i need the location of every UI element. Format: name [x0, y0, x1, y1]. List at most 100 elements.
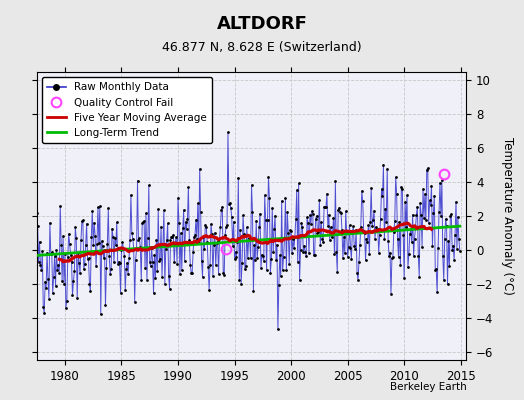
Point	[156, 255, 165, 262]
Point	[217, 206, 225, 213]
Point	[63, 298, 71, 304]
Point	[297, 220, 305, 227]
Point	[74, 250, 82, 256]
Point	[415, 274, 423, 280]
Point	[250, 242, 258, 248]
Point	[184, 184, 193, 190]
Point	[310, 252, 319, 258]
Point	[454, 214, 462, 220]
Point	[436, 213, 445, 220]
Point	[333, 268, 342, 275]
Point	[119, 245, 127, 251]
Point	[294, 180, 303, 186]
Point	[86, 288, 94, 294]
Point	[212, 262, 220, 268]
Point	[140, 218, 148, 224]
Point	[114, 260, 122, 267]
Point	[68, 292, 77, 299]
Point	[69, 278, 78, 284]
Point	[80, 266, 88, 272]
Point	[362, 236, 370, 242]
Point	[396, 262, 405, 268]
Point	[444, 238, 453, 244]
Point	[434, 245, 442, 251]
Point	[352, 227, 361, 233]
Point	[293, 259, 302, 265]
Point	[350, 243, 358, 249]
Point	[378, 193, 387, 200]
Point	[298, 223, 307, 230]
Point	[292, 216, 300, 222]
Point	[305, 212, 314, 218]
Point	[104, 205, 113, 212]
Point	[347, 256, 356, 262]
Point	[322, 204, 330, 210]
Point	[369, 217, 377, 223]
Point	[422, 216, 430, 223]
Point	[356, 242, 364, 248]
Point	[331, 178, 340, 184]
Point	[418, 243, 426, 250]
Point	[398, 186, 407, 192]
Point	[342, 208, 350, 214]
Point	[340, 234, 348, 240]
Point	[361, 230, 369, 236]
Point	[329, 215, 337, 221]
Point	[144, 235, 152, 241]
Point	[48, 249, 56, 256]
Point	[151, 275, 160, 281]
Point	[178, 267, 186, 273]
Point	[313, 229, 322, 236]
Point	[401, 199, 409, 206]
Point	[286, 227, 294, 234]
Point	[214, 271, 223, 277]
Point	[138, 220, 146, 226]
Point	[199, 234, 208, 240]
Point	[27, 239, 35, 245]
Point	[290, 245, 298, 252]
Point	[30, 250, 39, 256]
Point	[95, 240, 103, 246]
Point	[163, 220, 172, 227]
Point	[240, 231, 248, 237]
Point	[411, 224, 420, 231]
Point	[243, 224, 251, 230]
Point	[317, 219, 325, 226]
Point	[236, 227, 244, 233]
Point	[99, 243, 107, 250]
Point	[376, 215, 385, 222]
Point	[355, 259, 363, 266]
Point	[166, 237, 174, 244]
Point	[185, 237, 193, 243]
Point	[343, 230, 351, 237]
Point	[259, 253, 267, 259]
Point	[390, 218, 399, 225]
Point	[107, 266, 115, 272]
Point	[154, 206, 162, 212]
Point	[351, 246, 359, 252]
Point	[40, 310, 48, 316]
Point	[423, 165, 432, 171]
Point	[128, 230, 136, 236]
Point	[443, 281, 452, 287]
Point	[399, 232, 408, 238]
Point	[365, 251, 374, 257]
Point	[181, 218, 190, 225]
Point	[122, 266, 130, 272]
Point	[84, 255, 93, 262]
Point	[359, 228, 368, 234]
Point	[146, 259, 154, 266]
Point	[244, 255, 252, 262]
Point	[100, 255, 108, 261]
Point	[273, 242, 281, 248]
Point	[148, 258, 157, 265]
Point	[180, 207, 188, 213]
Point	[255, 224, 263, 231]
Point	[85, 280, 94, 287]
Point	[385, 253, 394, 260]
Point	[261, 216, 270, 223]
Point	[203, 239, 211, 246]
Point	[155, 258, 163, 264]
Point	[245, 236, 254, 242]
Point	[231, 256, 239, 262]
